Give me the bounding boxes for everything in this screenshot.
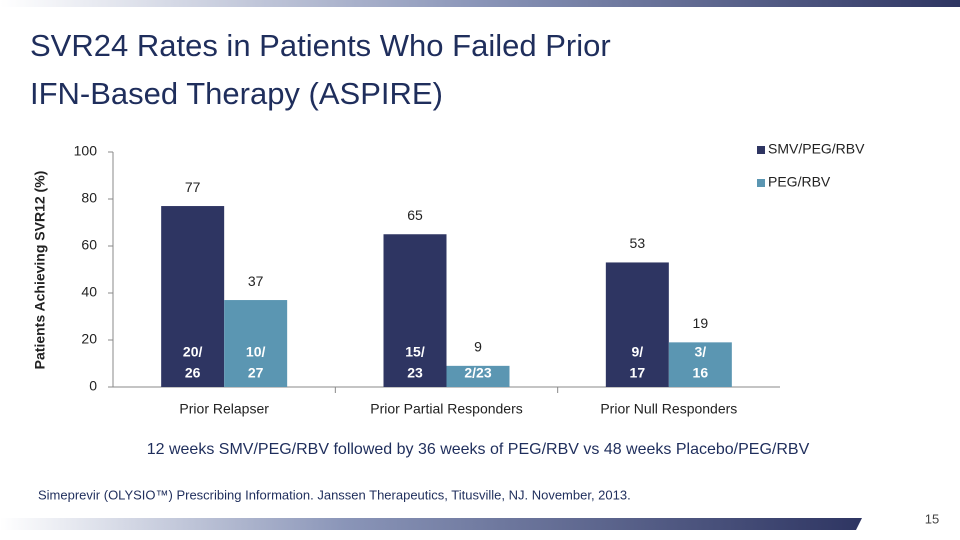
count-label: 9/ bbox=[631, 344, 643, 360]
count-label: 20/ bbox=[183, 344, 203, 360]
count-label: 27 bbox=[248, 365, 264, 381]
count-label: 2/23 bbox=[464, 365, 491, 381]
y-tick-label: 60 bbox=[81, 237, 97, 253]
y-tick-label: 20 bbox=[81, 331, 97, 347]
bar bbox=[161, 206, 225, 387]
value-label: 9 bbox=[474, 339, 482, 355]
bottom-band bbox=[0, 518, 862, 530]
x-tick-label: Prior Partial Responders bbox=[370, 401, 523, 417]
count-label: 15/ bbox=[405, 344, 425, 360]
value-label: 77 bbox=[185, 179, 201, 195]
y-axis-label: Patients Achieving SVR12 (%) bbox=[32, 171, 48, 370]
count-label: 26 bbox=[185, 365, 201, 381]
y-tick-label: 40 bbox=[81, 284, 97, 300]
count-label: 3/ bbox=[694, 344, 706, 360]
legend-label: SMV/PEG/RBV bbox=[768, 141, 865, 157]
bar bbox=[383, 234, 447, 387]
value-label: 37 bbox=[248, 273, 264, 289]
value-label: 19 bbox=[693, 315, 709, 331]
y-tick-label: 0 bbox=[89, 378, 97, 394]
note: 12 weeks SMV/PEG/RBV followed by 36 week… bbox=[147, 441, 810, 458]
count-label: 23 bbox=[407, 365, 423, 381]
title-line: IFN-Based Therapy (ASPIRE) bbox=[30, 76, 443, 111]
count-label: 17 bbox=[630, 365, 646, 381]
y-tick-label: 80 bbox=[81, 190, 97, 206]
footnote: Simeprevir (OLYSIO™) Prescribing Informa… bbox=[38, 487, 631, 502]
legend-label: PEG/RBV bbox=[768, 174, 831, 190]
x-tick-label: Prior Null Responders bbox=[600, 401, 737, 417]
x-tick-label: Prior Relapser bbox=[179, 401, 269, 417]
legend-swatch bbox=[757, 146, 765, 154]
value-label: 53 bbox=[630, 235, 646, 251]
legend-swatch bbox=[757, 179, 765, 187]
bar bbox=[668, 342, 732, 387]
count-label: 10/ bbox=[246, 344, 266, 360]
value-label: 65 bbox=[407, 207, 423, 223]
bar bbox=[446, 365, 510, 387]
title-line: SVR24 Rates in Patients Who Failed Prior bbox=[30, 28, 611, 63]
top-band bbox=[0, 0, 960, 7]
bar bbox=[224, 300, 288, 387]
page-number: 15 bbox=[925, 511, 939, 526]
bar bbox=[605, 262, 669, 387]
count-label: 16 bbox=[693, 365, 709, 381]
y-tick-label: 100 bbox=[74, 143, 98, 159]
